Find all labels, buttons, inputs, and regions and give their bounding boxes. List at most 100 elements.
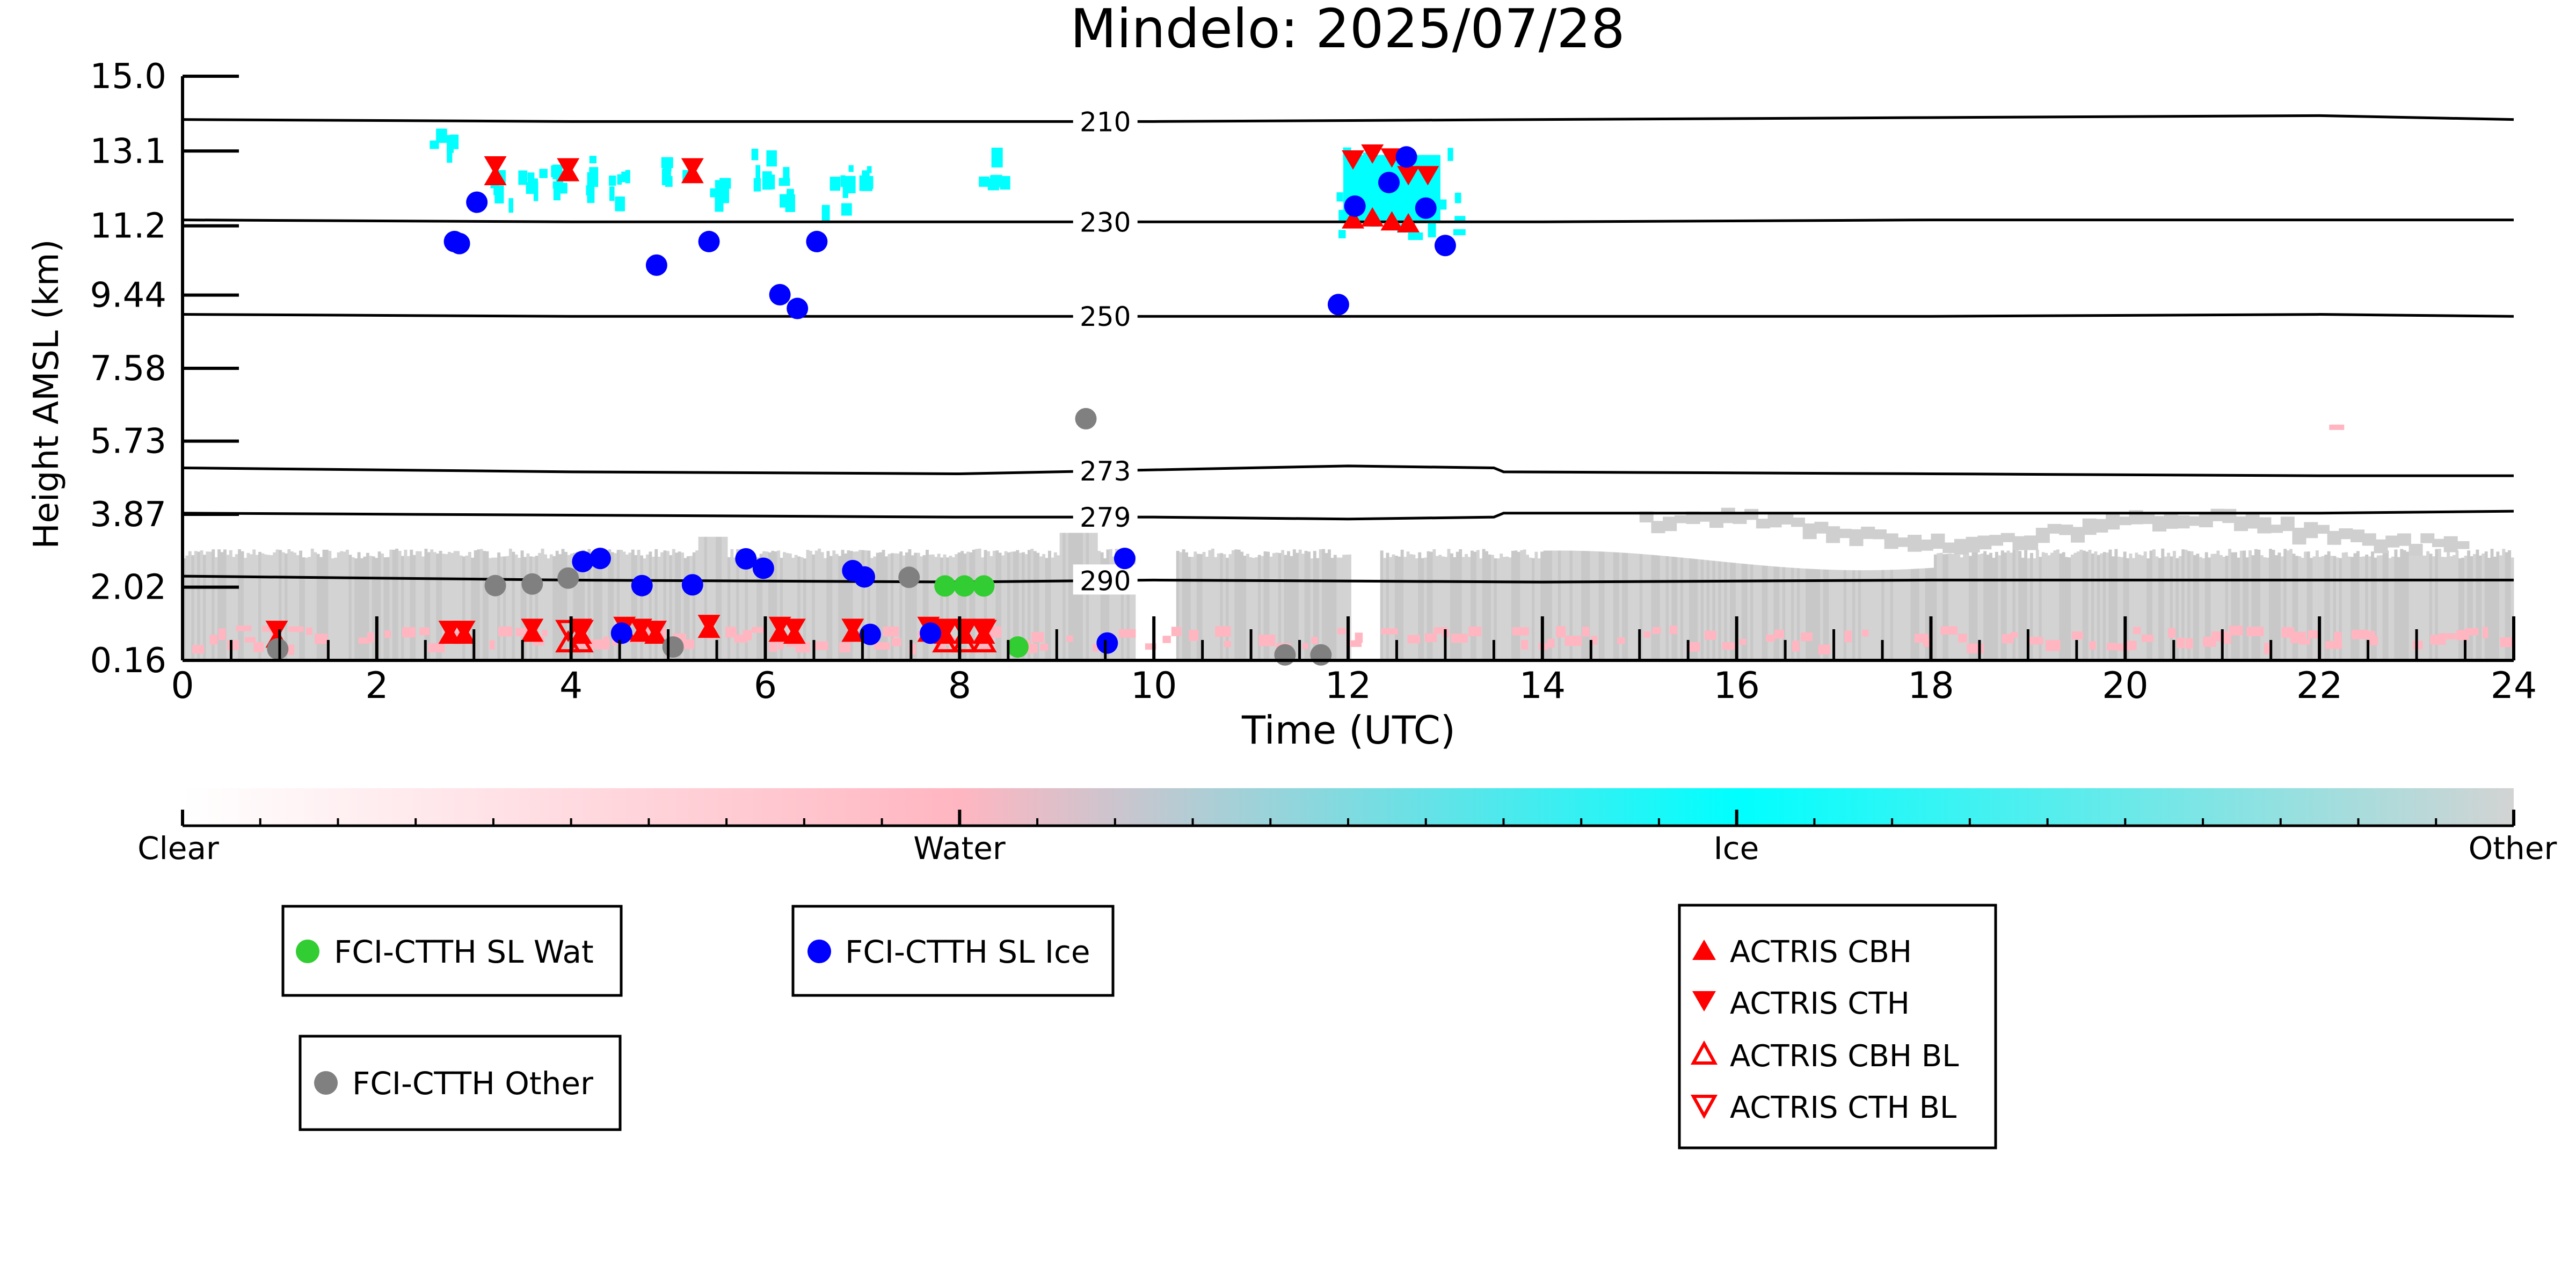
cloud-mask-water <box>1765 634 1775 642</box>
point-actris-cbh <box>1342 209 1365 229</box>
cloud-mask-column <box>637 550 641 660</box>
cloud-mask-patch <box>2094 519 2108 533</box>
cloud-mask-ice <box>1000 176 1010 190</box>
cloud-mask-column <box>651 556 655 660</box>
cloud-mask-column <box>1904 569 1908 660</box>
cloud-mask-column <box>485 551 489 660</box>
cloud-mask-water <box>874 642 890 650</box>
cloud-mask-water <box>1381 628 1398 635</box>
cloud-mask-water <box>1818 644 1830 655</box>
cloud-mask-column <box>1718 561 1722 660</box>
cloud-mask-column <box>1214 557 1218 660</box>
cloud-mask-patch <box>1721 507 1735 523</box>
cloud-mask-water <box>1521 640 1529 650</box>
legend-label-actris-cth: ACTRIS CTH <box>1730 986 1910 1021</box>
cloud-mask-column <box>876 552 879 660</box>
cloud-mask-column <box>1269 556 1273 660</box>
cloud-mask-column <box>937 554 941 660</box>
point-fci-ctth-sl-ice <box>859 623 881 645</box>
cloud-mask-column <box>1039 556 1043 660</box>
cloud-mask-column <box>1030 549 1034 660</box>
cloud-mask-column <box>1394 556 1398 660</box>
cloud-mask-column <box>1220 553 1224 660</box>
cloud-mask-ice <box>533 182 539 201</box>
cloud-mask-column <box>1403 557 1407 660</box>
cloud-mask-column <box>2196 554 2200 660</box>
cloud-mask-column <box>1199 554 1203 660</box>
point-fci-ctth-sl-wat <box>973 575 995 597</box>
cloud-mask-column <box>587 549 591 660</box>
cloud-mask-column <box>2044 552 2048 660</box>
cloud-mask-column <box>316 554 320 660</box>
cloud-mask-column <box>1741 563 1745 660</box>
cloud-mask-ice <box>1413 179 1425 190</box>
cloud-mask-column <box>1881 570 1885 660</box>
cloud-mask-column <box>1100 552 1104 660</box>
cloud-mask-column <box>1800 568 1803 660</box>
cloud-mask-water <box>192 645 205 654</box>
point-fci-ctth-sl-ice <box>610 622 632 644</box>
cloud-mask-column <box>2228 549 2232 660</box>
cloud-mask-column <box>1115 549 1118 660</box>
cloud-mask-ice <box>1454 192 1461 203</box>
point-actris-cth-bl <box>567 620 594 643</box>
cloud-mask-column <box>963 554 967 660</box>
cloud-mask-column <box>1651 555 1655 660</box>
cloud-mask-column <box>649 551 652 660</box>
cloud-mask-ice <box>783 167 790 179</box>
cloud-mask-column <box>1779 567 1783 660</box>
cloud-mask-column <box>2239 550 2243 660</box>
cloud-mask-water <box>1792 641 1800 652</box>
cloud-mask-column <box>1945 554 1949 660</box>
cloud-mask-patch <box>2175 515 2190 529</box>
cloud-mask-column <box>1896 569 1900 660</box>
cloud-mask-column <box>255 555 259 660</box>
cloud-mask-column <box>2458 558 2462 660</box>
cloud-mask-patch <box>1826 526 1840 543</box>
cloud-mask-column <box>2315 550 2319 660</box>
cloud-mask-column <box>622 551 626 660</box>
isotherm-label: 250 <box>1080 301 1131 332</box>
cloud-mask-column <box>2065 557 2069 660</box>
cloud-mask-column <box>2053 550 2057 660</box>
chart-title: Mindelo: 2025/07/28 <box>1070 0 1625 60</box>
cloud-mask-column <box>2321 556 2325 660</box>
cloud-mask-column <box>241 551 244 660</box>
cloud-mask-column <box>1047 550 1051 660</box>
cloud-mask-column <box>377 551 381 660</box>
cloud-mask-column <box>2208 557 2211 660</box>
point-fci-ctth-sl-ice <box>681 574 703 596</box>
cloud-mask-column <box>2269 549 2273 660</box>
point-fci-ctth-sl-ice <box>920 622 942 644</box>
x-tick-label: 22 <box>2296 665 2343 707</box>
point-actris-cth <box>697 615 721 635</box>
cloud-mask-column <box>1429 551 1433 660</box>
cloud-mask-column <box>2033 558 2036 660</box>
cloud-mask-column <box>2379 555 2383 660</box>
cloud-mask-column <box>1208 550 1212 660</box>
cloud-mask-column <box>610 552 614 660</box>
cloud-mask-column <box>304 557 308 660</box>
cloud-mask-column <box>1750 564 1753 660</box>
point-fci-ctth-sl-ice <box>806 230 828 252</box>
cloud-mask-column <box>1613 552 1617 660</box>
cloud-mask-column <box>2493 556 2497 660</box>
cloud-mask-column <box>730 549 734 660</box>
cloud-mask-column <box>1051 557 1054 660</box>
cloud-mask-column <box>2219 555 2223 660</box>
cloud-mask-column <box>2004 552 2007 660</box>
cloud-mask-water <box>2500 637 2515 647</box>
cloud-mask-column <box>2204 552 2208 660</box>
cloud-mask-column <box>855 551 859 660</box>
cloud-mask-column <box>1345 554 1349 660</box>
cloud-mask-column <box>2310 558 2313 660</box>
cloud-mask-column <box>1939 552 1943 660</box>
cloud-mask-column <box>1496 558 1500 660</box>
cloud-mask-column <box>1205 556 1209 660</box>
cloud-mask-column <box>1068 533 1072 660</box>
cloud-mask-column <box>1514 550 1518 660</box>
cloud-mask-water <box>227 640 239 651</box>
cloud-mask-water <box>752 627 766 633</box>
cloud-mask-column <box>978 548 981 660</box>
cloud-mask-column <box>716 536 719 660</box>
